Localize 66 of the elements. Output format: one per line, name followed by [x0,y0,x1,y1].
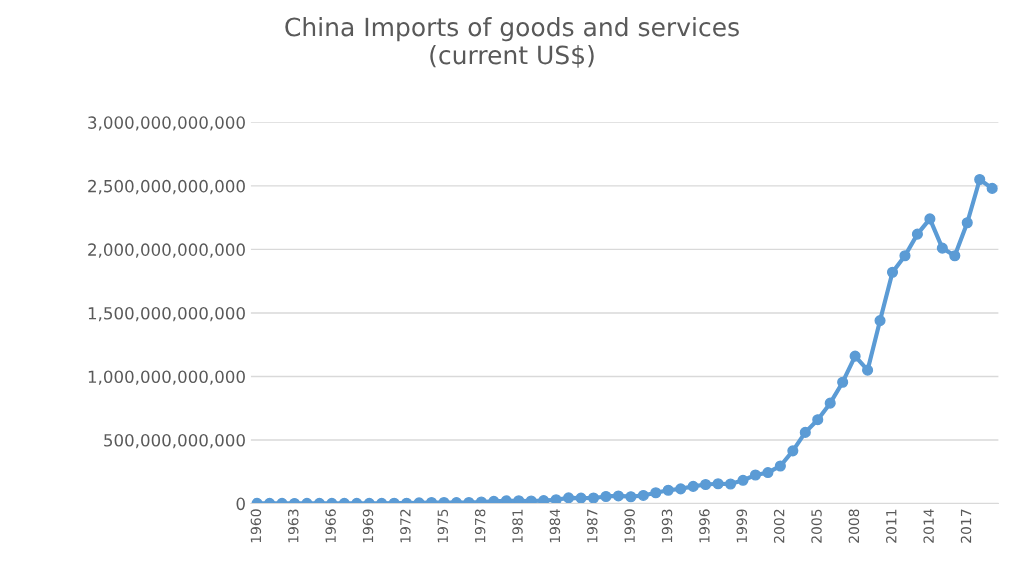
point [774,460,786,472]
point [662,484,674,496]
point [637,489,649,501]
x-tick-label: 1978 [474,509,486,543]
x-tick-label: 1969 [362,509,374,543]
point [787,445,799,457]
point [812,414,824,426]
x-tick-label: 2008 [848,509,860,543]
x-tick-label: 1990 [624,509,635,543]
point [974,173,986,186]
point [724,478,737,490]
point [799,426,811,438]
point [700,478,712,491]
x-tick-label: 1975 [437,509,449,543]
point [862,364,874,376]
x-tick-label: 2002 [773,509,785,543]
x-tick-label: 1960 [250,509,262,543]
point [824,397,836,409]
point [600,490,612,503]
x-tick-label: 1984 [549,509,561,543]
point [612,490,624,502]
x-tick-label: 1981 [512,509,523,543]
x-tick-label: 1972 [400,509,411,543]
point [675,483,687,495]
point [538,495,550,504]
point [911,228,923,240]
point [575,492,587,504]
y-tick-label: 3,000,000,000,000 [88,116,245,131]
x-tick-label: 1963 [288,509,299,543]
point [849,350,861,362]
point [874,315,886,327]
point [961,217,973,229]
point [936,242,948,254]
point [886,266,899,278]
point [737,474,749,486]
x-tick-label: 2014 [923,509,934,543]
point [749,469,762,481]
point [762,467,774,479]
point [587,492,600,504]
x-tick-label: 2011 [886,509,897,543]
x-tick-label: 1966 [325,509,336,543]
y-tick-label: 2,500,000,000,000 [88,179,245,195]
point [949,250,961,262]
x-tick-label: 2017 [960,509,972,543]
point [625,491,637,503]
chart-title: China Imports of goods and services (current US$) [285,17,739,68]
point [837,376,849,388]
y-tick-label: 1,500,000,000,000 [88,306,245,322]
point [899,250,911,262]
point [525,495,537,504]
x-tick-label: 1987 [587,509,598,543]
y-tick-label: 500,000,000,000 [104,433,245,449]
y-tick-label: 2,000,000,000,000 [88,243,245,258]
point [986,182,998,194]
x-tick-label: 2005 [811,509,822,543]
x-tick-label: 1996 [699,509,710,543]
point [650,487,662,499]
x-tick-label: 1999 [736,509,748,543]
point [924,213,936,225]
point [563,492,575,504]
point [550,494,562,504]
y-tick-label: 1,000,000,000,000 [88,370,245,385]
point [687,480,699,492]
x-tick-label: 1993 [661,509,673,543]
y-tick-label: 0 [236,497,245,511]
point [712,478,724,490]
